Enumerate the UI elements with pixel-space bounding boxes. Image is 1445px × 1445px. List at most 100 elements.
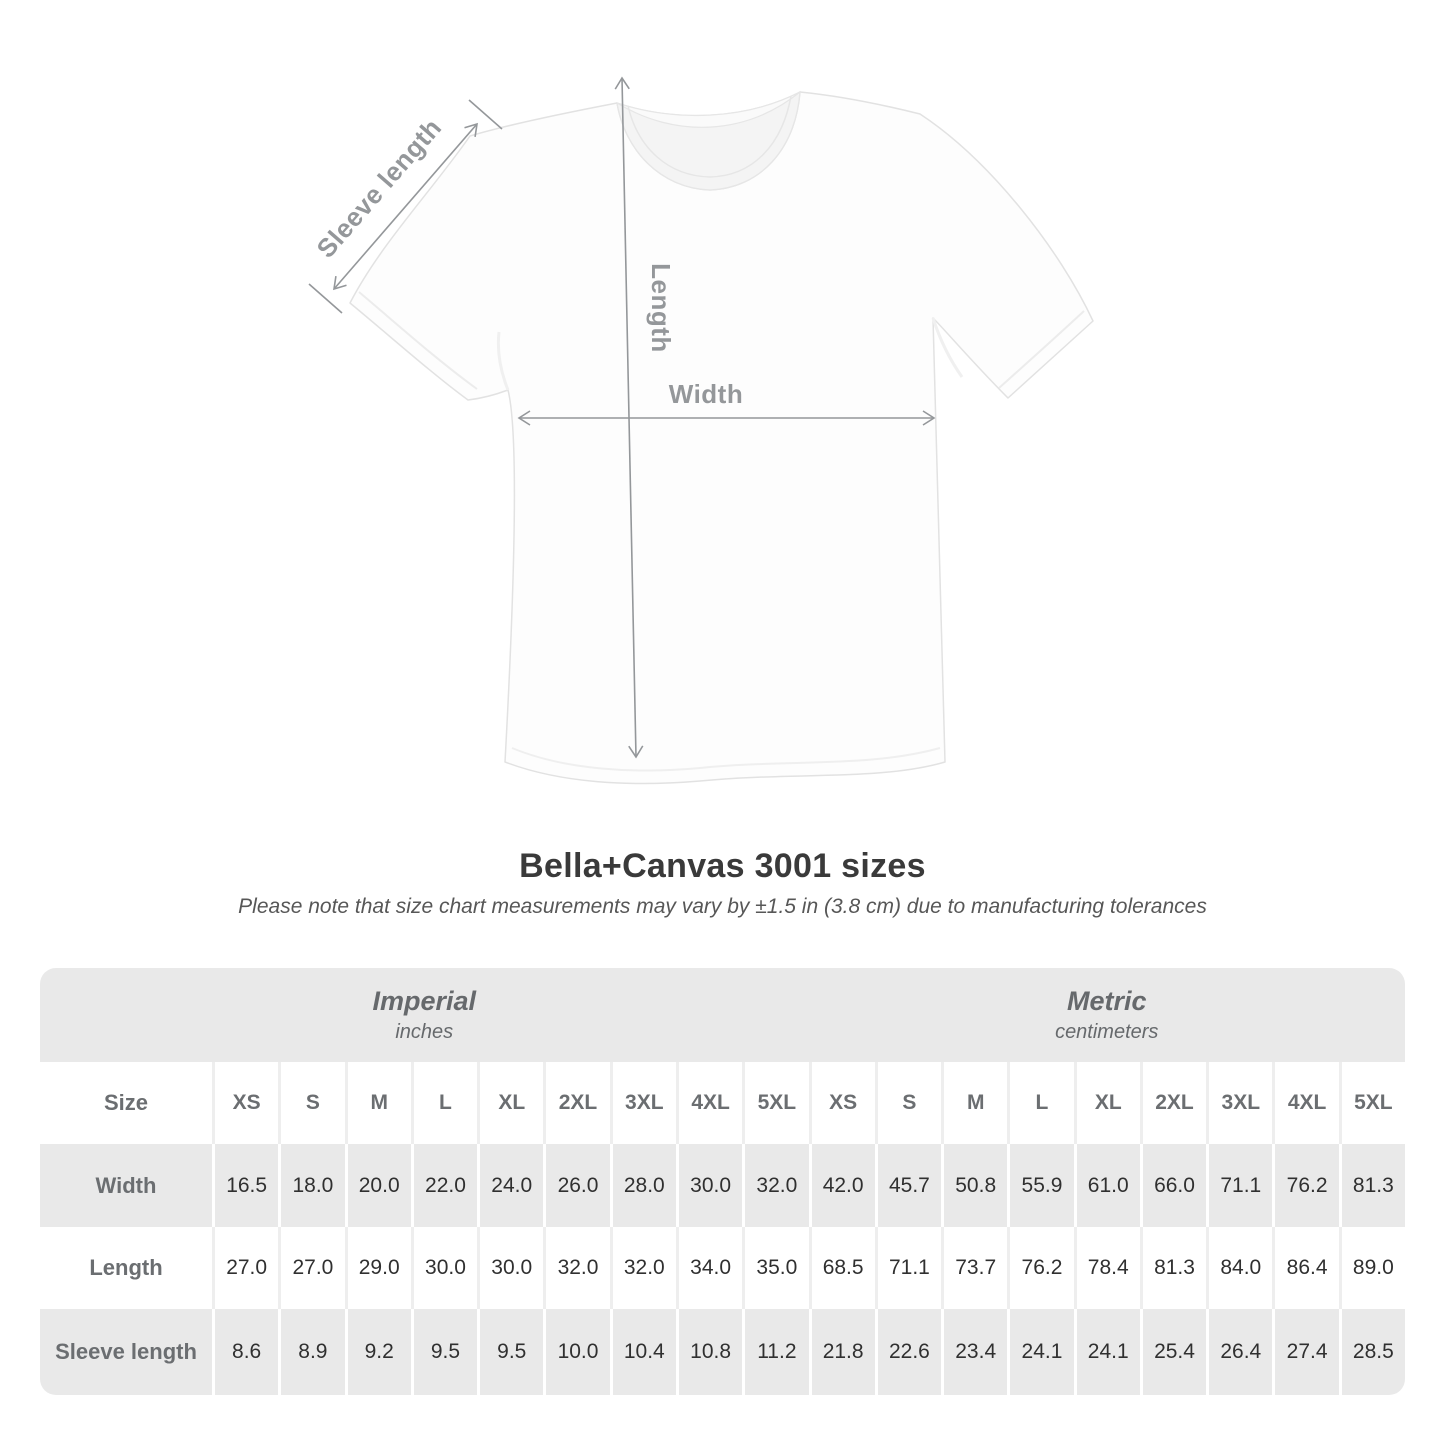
value-cell: 32.0 bbox=[609, 1227, 676, 1309]
value-cell: 9.5 bbox=[410, 1309, 477, 1395]
value-cell: 61.0 bbox=[1073, 1144, 1140, 1227]
row-label: Sleeve length bbox=[55, 1339, 197, 1364]
value-cell: 66.0 bbox=[1139, 1144, 1206, 1227]
page-title: Bella+Canvas 3001 sizes bbox=[519, 847, 926, 885]
size-col-header: 3XL bbox=[609, 1062, 676, 1144]
value-cell: 71.1 bbox=[874, 1227, 941, 1309]
sleeve-length-tick-bottom bbox=[308, 283, 343, 314]
metric-group-unit: centimeters bbox=[1055, 1021, 1159, 1043]
size-column-header: Size bbox=[103, 1090, 149, 1115]
value-cell: 86.4 bbox=[1272, 1227, 1338, 1309]
value-cell: 11.2 bbox=[742, 1309, 808, 1395]
imperial-group-unit: inches bbox=[395, 1021, 454, 1043]
value-cell: 76.2 bbox=[1272, 1144, 1338, 1227]
size-col-header: 5XL bbox=[742, 1062, 808, 1144]
value-cell: 16.5 bbox=[212, 1144, 278, 1227]
value-cell: 35.0 bbox=[742, 1227, 808, 1309]
value-cell: 76.2 bbox=[1007, 1227, 1073, 1309]
value-cell: 28.5 bbox=[1338, 1309, 1405, 1395]
size-col-header: M bbox=[344, 1062, 411, 1144]
value-cell: 29.0 bbox=[344, 1227, 411, 1309]
value-cell: 23.4 bbox=[941, 1309, 1007, 1395]
value-cell: 81.3 bbox=[1139, 1227, 1206, 1309]
size-col-header: M bbox=[941, 1062, 1007, 1144]
tshirt-body-shape bbox=[349, 91, 1094, 785]
value-cell: 20.0 bbox=[344, 1144, 411, 1227]
value-cell: 73.7 bbox=[941, 1227, 1007, 1309]
value-cell: 27.0 bbox=[278, 1227, 344, 1309]
size-col-header: XS bbox=[212, 1062, 278, 1144]
sleeve-length-arrow bbox=[333, 122, 478, 291]
value-cell: 9.5 bbox=[477, 1309, 543, 1395]
value-cell: 22.0 bbox=[410, 1144, 477, 1227]
value-cell: 9.2 bbox=[344, 1309, 411, 1395]
value-cell: 55.9 bbox=[1007, 1144, 1073, 1227]
size-header-row: Size XS S M L XL 2XL 3XL 4XL 5XL XS S M … bbox=[40, 1062, 1405, 1144]
value-cell: 68.5 bbox=[808, 1227, 875, 1309]
value-cell: 42.0 bbox=[808, 1144, 875, 1227]
size-col-header: 4XL bbox=[675, 1062, 742, 1144]
value-cell: 30.0 bbox=[410, 1227, 477, 1309]
value-cell: 8.6 bbox=[212, 1309, 278, 1395]
size-col-header: S bbox=[278, 1062, 344, 1144]
row-label: Length bbox=[89, 1255, 163, 1280]
metric-group-name: Metric bbox=[1066, 986, 1147, 1016]
value-cell: 24.1 bbox=[1073, 1309, 1140, 1395]
value-cell: 10.0 bbox=[543, 1309, 609, 1395]
unit-group-header-row: Imperial inches Metric centimeters bbox=[40, 968, 1405, 1062]
value-cell: 32.0 bbox=[543, 1227, 609, 1309]
size-col-header: XL bbox=[477, 1062, 543, 1144]
value-cell: 50.8 bbox=[941, 1144, 1007, 1227]
value-cell: 26.4 bbox=[1206, 1309, 1272, 1395]
table-row-width: Width 16.5 18.0 20.0 22.0 24.0 26.0 28.0… bbox=[40, 1144, 1405, 1227]
row-label: Width bbox=[95, 1172, 157, 1198]
value-cell: 8.9 bbox=[278, 1309, 344, 1395]
metric-group-header: Metric centimeters bbox=[809, 968, 1406, 1062]
tshirt-measurement-diagram: Sleeve length Length Width bbox=[308, 76, 1094, 785]
value-cell: 18.0 bbox=[278, 1144, 344, 1227]
size-col-header: XS bbox=[808, 1062, 875, 1144]
value-cell: 84.0 bbox=[1206, 1227, 1272, 1309]
right-cuff-seam bbox=[998, 310, 1085, 389]
table-row-sleeve-length: Sleeve length 8.6 8.9 9.2 9.5 9.5 10.0 1… bbox=[40, 1309, 1405, 1395]
size-col-header: S bbox=[874, 1062, 941, 1144]
value-cell: 24.1 bbox=[1007, 1309, 1073, 1395]
size-col-header: 5XL bbox=[1338, 1062, 1405, 1144]
value-cell: 30.0 bbox=[675, 1144, 742, 1227]
tolerance-note: Please note that size chart measurements… bbox=[238, 895, 1207, 918]
value-cell: 81.3 bbox=[1338, 1144, 1405, 1227]
value-cell: 10.8 bbox=[675, 1309, 742, 1395]
value-cell: 21.8 bbox=[808, 1309, 875, 1395]
imperial-group-header: Imperial inches bbox=[40, 968, 809, 1062]
value-cell: 26.0 bbox=[543, 1144, 609, 1227]
tshirt-illustration: Sleeve length Length Width bbox=[308, 76, 1094, 785]
hem-seam bbox=[511, 747, 941, 772]
collar-back-band bbox=[616, 91, 801, 128]
imperial-group-name: Imperial bbox=[372, 986, 477, 1016]
length-label: Length bbox=[646, 263, 676, 353]
value-cell: 28.0 bbox=[609, 1144, 676, 1227]
right-underarm-shade bbox=[931, 317, 964, 378]
value-cell: 22.6 bbox=[874, 1309, 941, 1395]
value-cell: 27.0 bbox=[212, 1227, 278, 1309]
size-col-header: 4XL bbox=[1272, 1062, 1338, 1144]
size-table: Imperial inches Metric centimeters Size … bbox=[40, 968, 1405, 1395]
size-col-header: 2XL bbox=[1139, 1062, 1206, 1144]
value-cell: 10.4 bbox=[609, 1309, 676, 1395]
value-cell: 27.4 bbox=[1272, 1309, 1338, 1395]
size-col-header: 2XL bbox=[543, 1062, 609, 1144]
left-cuff-seam bbox=[358, 291, 478, 390]
size-col-header: L bbox=[1007, 1062, 1073, 1144]
left-underarm-shade bbox=[496, 331, 510, 391]
width-label: Width bbox=[669, 379, 743, 409]
value-cell: 45.7 bbox=[874, 1144, 941, 1227]
size-col-header: L bbox=[410, 1062, 477, 1144]
table-row-length: Length 27.0 27.0 29.0 30.0 30.0 32.0 32.… bbox=[40, 1227, 1405, 1309]
value-cell: 78.4 bbox=[1073, 1227, 1140, 1309]
size-col-header: 3XL bbox=[1206, 1062, 1272, 1144]
value-cell: 30.0 bbox=[477, 1227, 543, 1309]
size-col-header: XL bbox=[1073, 1062, 1140, 1144]
value-cell: 71.1 bbox=[1206, 1144, 1272, 1227]
value-cell: 32.0 bbox=[742, 1144, 808, 1227]
